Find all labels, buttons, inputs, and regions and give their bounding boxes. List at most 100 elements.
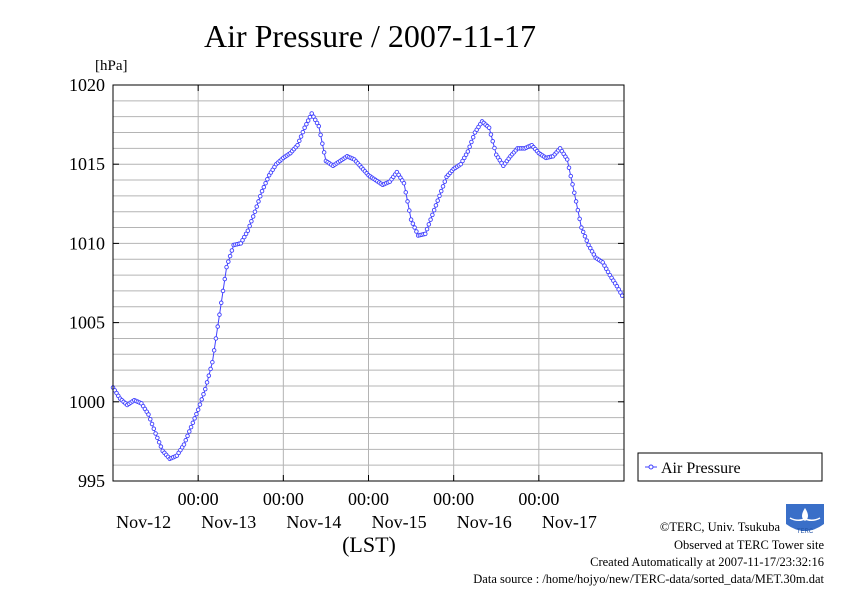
data-point-interp	[580, 229, 586, 235]
data-point-interp	[470, 135, 476, 140]
data-point-interp	[305, 118, 311, 123]
data-point	[572, 190, 577, 195]
x-date-label: Nov-14	[286, 512, 341, 532]
data-point-interp	[570, 182, 575, 187]
x-tick-label: 00:00	[433, 489, 474, 509]
data-point	[423, 231, 428, 237]
data-point-interp	[318, 132, 323, 138]
data-point-interp	[300, 129, 306, 135]
x-tick-label: 00:00	[263, 489, 304, 509]
data-point	[302, 125, 307, 131]
data-point-interp	[304, 121, 309, 127]
data-point-interp	[467, 144, 472, 150]
data-point	[295, 142, 300, 148]
data-point	[465, 149, 471, 154]
data-point-interp	[435, 198, 440, 203]
data-point-interp	[490, 138, 495, 144]
data-point-interp	[229, 248, 235, 253]
data-point-interp	[199, 397, 204, 402]
legend-marker-swatch	[648, 464, 654, 470]
data-point	[437, 193, 442, 199]
data-point-interp	[258, 194, 263, 199]
data-point	[217, 312, 222, 317]
data-point-interp	[250, 214, 256, 219]
axis-labels: 995 1000 1005 1010 1015 1020 00:00 00:00 00:00 00…	[69, 75, 597, 532]
x-axis-label: (LST)	[342, 532, 396, 557]
data-point-interp	[190, 420, 196, 426]
data-point-interp	[307, 114, 313, 120]
data-point-interp	[469, 139, 474, 145]
data-point-interp	[222, 276, 228, 282]
legend-box	[637, 452, 823, 482]
data-point	[430, 212, 435, 218]
data-point	[188, 424, 194, 430]
data-point-interp	[488, 132, 494, 137]
data-point-interp	[321, 150, 327, 155]
data-point-interp	[148, 416, 153, 422]
data-point-interp	[254, 204, 259, 209]
data-point	[245, 228, 251, 233]
series-line	[112, 112, 623, 460]
data-point	[224, 264, 229, 270]
y-tick-label: 1010	[69, 233, 105, 253]
data-point-interp	[492, 145, 497, 151]
data-point	[401, 180, 407, 186]
data-point-interp	[442, 179, 448, 184]
grid-lines	[113, 85, 624, 481]
credit-observed: Observed at TERC Tower site	[673, 538, 824, 552]
data-point	[259, 188, 265, 194]
x-tick-label: 00:00	[518, 489, 559, 509]
data-point-interp	[426, 222, 432, 227]
y-unit-label: [hPa]	[95, 58, 128, 74]
data-point-interp	[149, 421, 155, 427]
data-point	[486, 125, 492, 131]
data-point-interp	[204, 380, 210, 385]
credit-copyright: ©TERC, Univ. Tsukuba	[659, 520, 780, 534]
data-point-interp	[158, 444, 164, 449]
data-point-interp	[584, 238, 589, 243]
data-point-interp	[213, 336, 219, 341]
data-point-interp	[208, 366, 213, 372]
x-date-label: Nov-13	[201, 512, 256, 532]
x-date-label: Nov-17	[542, 512, 597, 532]
data-point-interp	[263, 180, 268, 186]
data-point-interp	[265, 176, 270, 182]
data-point-interp	[220, 288, 226, 294]
series-air-pressure	[110, 111, 625, 462]
data-point-interp	[566, 165, 572, 171]
data-point	[153, 431, 158, 436]
data-point-interp	[414, 229, 419, 234]
data-point	[195, 407, 201, 412]
data-point-interp	[412, 225, 417, 230]
data-point-interp	[187, 429, 192, 434]
data-point	[181, 442, 187, 447]
data-point-interp	[206, 373, 212, 378]
data-point-interp	[431, 207, 437, 213]
data-point	[564, 157, 570, 162]
data-point-interp	[249, 218, 254, 224]
data-point-interp	[201, 392, 206, 397]
data-point-interp	[433, 203, 439, 208]
data-point-interp	[197, 402, 203, 407]
data-point	[252, 209, 258, 214]
data-point-interp	[156, 439, 162, 445]
data-point-interp	[320, 141, 325, 146]
data-point	[619, 293, 625, 298]
data-point-interp	[405, 199, 410, 204]
credit-created: Created Automatically at 2007-11-17/23:3…	[590, 555, 824, 569]
data-point-interp	[573, 199, 579, 204]
x-date-label: Nov-12	[116, 512, 171, 532]
data-point-interp	[582, 234, 588, 239]
data-point-interp	[424, 226, 430, 232]
data-point	[146, 412, 151, 417]
data-point-interp	[226, 259, 231, 264]
y-tick-label: 1000	[69, 392, 105, 412]
x-date-label: Nov-15	[372, 512, 427, 532]
y-tick-label: 1015	[69, 154, 105, 174]
data-point-interp	[440, 184, 446, 189]
data-point-interp	[438, 188, 444, 194]
data-point-interp	[194, 411, 199, 417]
x-tick-label: 00:00	[348, 489, 389, 509]
data-point-interp	[575, 207, 581, 213]
